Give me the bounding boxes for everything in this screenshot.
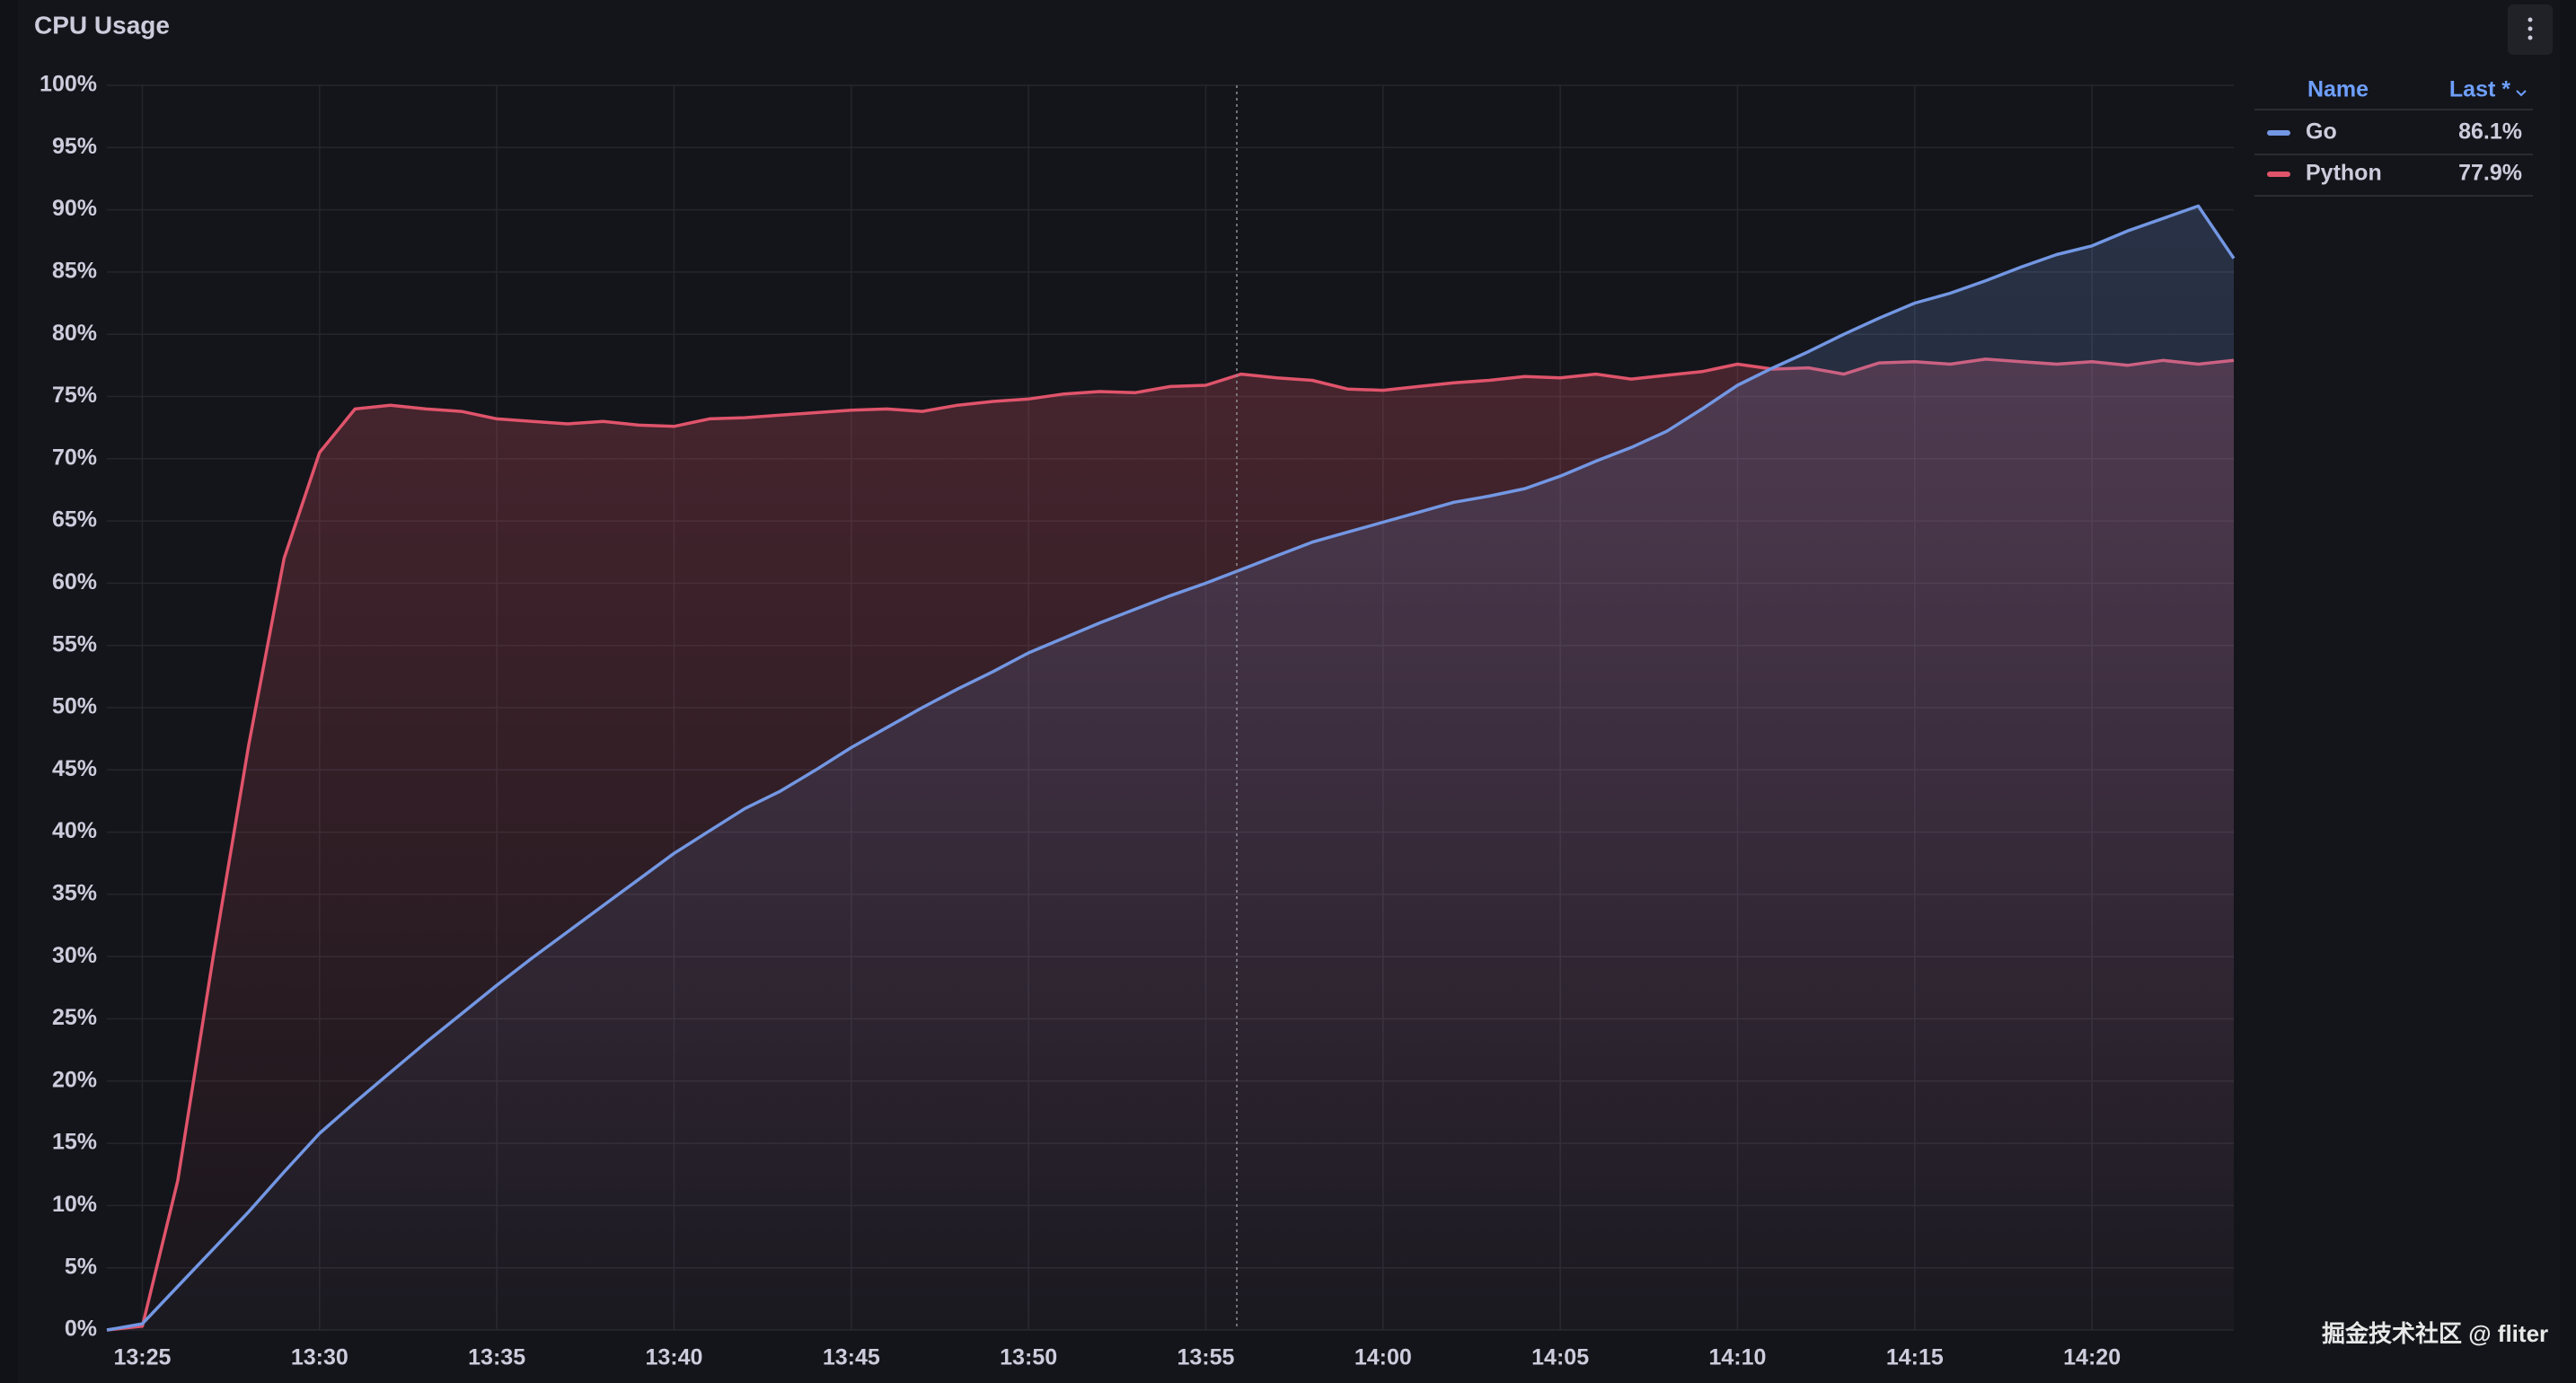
x-tick-label: 13:50 bbox=[1000, 1345, 1057, 1370]
legend-value: 77.9% bbox=[2458, 161, 2522, 186]
y-tick-label: 95% bbox=[52, 134, 97, 159]
x-tick-label: 14:15 bbox=[1886, 1345, 1944, 1370]
y-tick-label: 85% bbox=[52, 259, 97, 284]
y-tick-label: 50% bbox=[52, 694, 97, 719]
x-tick-label: 14:10 bbox=[1708, 1345, 1766, 1370]
y-tick-label: 30% bbox=[52, 943, 97, 968]
x-tick-label: 14:05 bbox=[1531, 1345, 1589, 1370]
menu-dot bbox=[2527, 26, 2533, 31]
y-tick-label: 60% bbox=[52, 569, 97, 595]
y-tick-label: 20% bbox=[52, 1067, 97, 1092]
x-tick-label: 13:45 bbox=[823, 1345, 880, 1370]
y-tick-label: 10% bbox=[52, 1192, 97, 1217]
y-tick-label: 5% bbox=[65, 1254, 97, 1279]
y-tick-label: 65% bbox=[52, 507, 97, 533]
legend-header[interactable]: Name bbox=[2307, 77, 2369, 102]
y-tick-label: 45% bbox=[52, 756, 97, 781]
y-tick-label: 100% bbox=[40, 72, 97, 97]
y-tick-label: 70% bbox=[52, 445, 97, 470]
y-tick-label: 15% bbox=[52, 1130, 97, 1155]
y-tick-label: 80% bbox=[52, 321, 97, 346]
x-tick-label: 13:25 bbox=[113, 1345, 171, 1370]
watermark: 掘金技术社区 @ fliter bbox=[2322, 1320, 2548, 1347]
x-tick-label: 14:20 bbox=[2063, 1345, 2121, 1370]
legend-value: 86.1% bbox=[2458, 119, 2522, 145]
y-tick-label: 90% bbox=[52, 196, 97, 221]
y-tick-label: 25% bbox=[52, 1005, 97, 1030]
legend-swatch bbox=[2267, 172, 2290, 177]
area bbox=[107, 206, 2234, 1330]
legend-swatch bbox=[2267, 130, 2290, 136]
y-tick-label: 75% bbox=[52, 383, 97, 408]
x-tick-label: 13:35 bbox=[468, 1345, 525, 1370]
x-tick-label: 13:40 bbox=[645, 1345, 702, 1370]
menu-dot bbox=[2527, 35, 2533, 40]
sort-icon bbox=[2516, 90, 2527, 97]
menu-dot bbox=[2527, 17, 2533, 22]
y-tick-label: 0% bbox=[65, 1317, 97, 1342]
legend-header[interactable]: Last * bbox=[2449, 77, 2510, 102]
line bbox=[106, 204, 2236, 1332]
legend-label[interactable]: Go bbox=[2306, 119, 2337, 145]
x-tick-label: 13:55 bbox=[1177, 1345, 1234, 1370]
panel-title: CPU Usage bbox=[34, 11, 170, 39]
x-tick-label: 14:00 bbox=[1354, 1345, 1412, 1370]
y-tick-label: 55% bbox=[52, 631, 97, 656]
x-tick-label: 13:30 bbox=[291, 1345, 348, 1370]
y-tick-label: 35% bbox=[52, 881, 97, 906]
legend-label[interactable]: Python bbox=[2306, 161, 2382, 186]
y-tick-label: 40% bbox=[52, 818, 97, 843]
plot: 0% 5% 10% 15% 20% 25% 30% 35% 40% 45% 50% 55% 60% 65%… bbox=[40, 72, 2236, 1370]
